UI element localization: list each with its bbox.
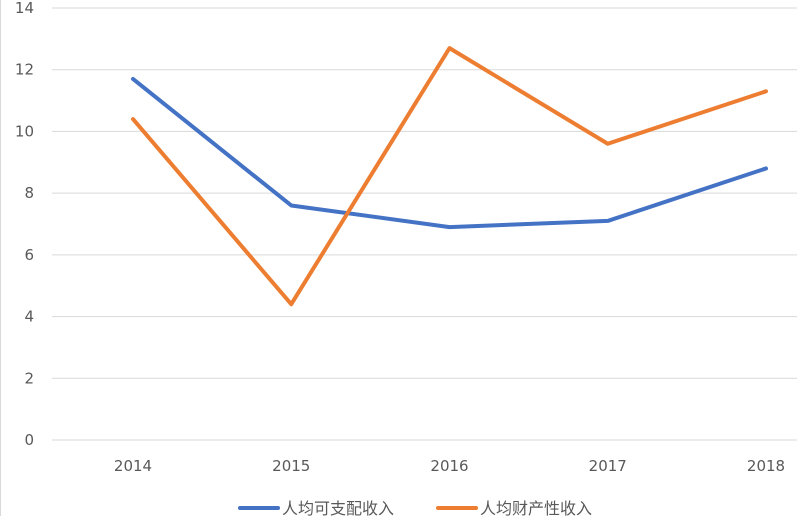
x-tick-label: 2015: [272, 457, 310, 475]
x-tick-label: 2016: [430, 457, 468, 475]
y-axis: 0 2 4 6 8 10 12 14: [15, 0, 34, 449]
y-tick-label: 4: [24, 308, 34, 326]
y-tick-label: 8: [24, 184, 34, 202]
legend: 人均可支配收入 人均财产性收入: [238, 499, 592, 516]
x-axis: 2014 2015 2016 2017 2018: [114, 457, 785, 475]
y-tick-label: 10: [15, 122, 34, 140]
series-line-property-income: [131, 46, 768, 307]
x-tick-label: 2014: [114, 457, 152, 475]
legend-item: 人均可支配收入: [238, 499, 394, 516]
x-tick-label: 2017: [589, 457, 627, 475]
legend-label: 人均可支配收入: [282, 499, 394, 516]
legend-item: 人均财产性收入: [436, 499, 592, 516]
y-tick-label: 14: [15, 0, 34, 17]
y-tick-label: 12: [15, 61, 34, 79]
series-line-disposable-income: [131, 76, 768, 230]
y-tick-label: 2: [24, 369, 34, 387]
legend-label: 人均财产性收入: [480, 499, 592, 516]
x-tick-label: 2018: [747, 457, 785, 475]
series-lines: [131, 46, 768, 307]
y-tick-label: 6: [24, 246, 34, 264]
y-tick-label: 0: [24, 431, 34, 449]
gridlines: [52, 7, 797, 441]
